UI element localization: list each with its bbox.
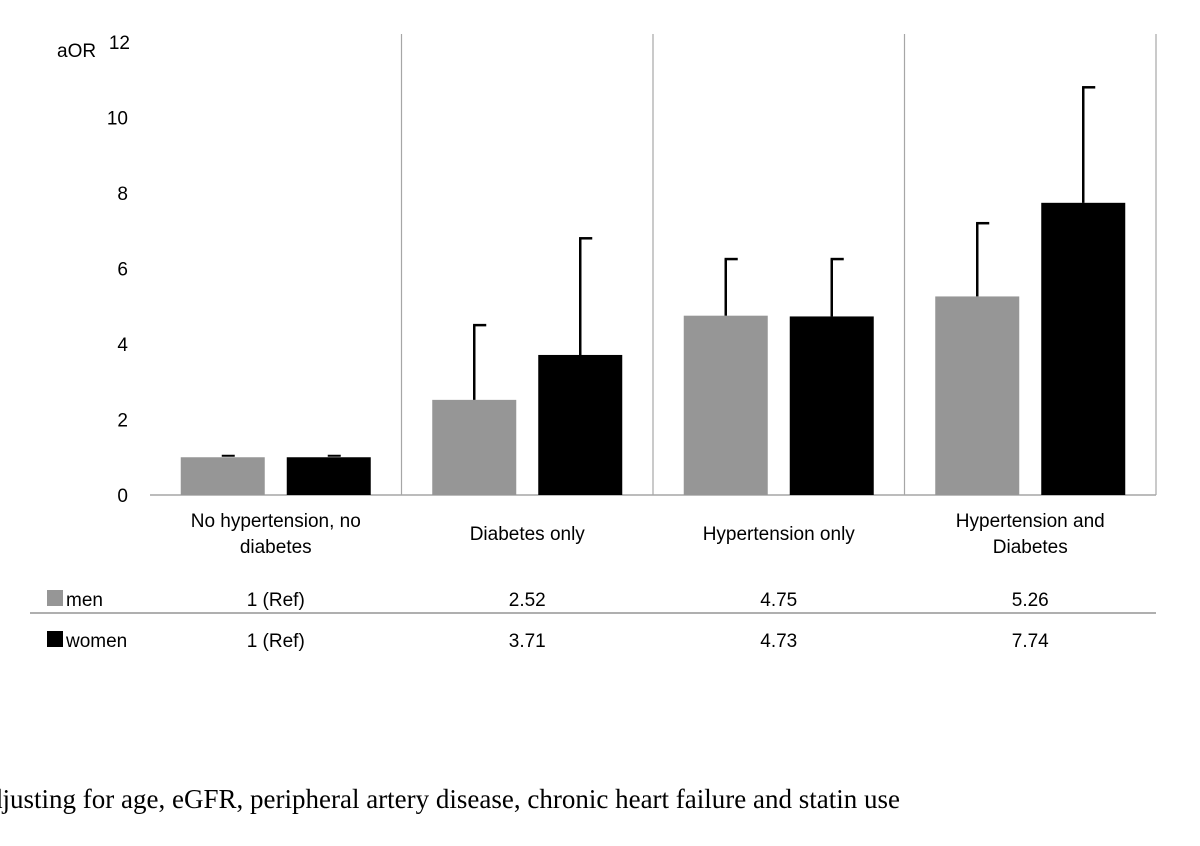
bar-men bbox=[935, 296, 1020, 495]
y-ticks: 0 2 4 6 8 10 12 bbox=[107, 33, 130, 507]
category-label: Diabetes bbox=[993, 537, 1068, 558]
y-tick-label: 10 bbox=[107, 109, 128, 130]
bar-men bbox=[180, 457, 265, 495]
category-dividers bbox=[400, 34, 1157, 495]
data-table: men 1 (Ref) 2.52 4.75 5.26 women 1 (Ref) 3.71 4.… bbox=[47, 590, 1049, 652]
category-label: diabetes bbox=[240, 537, 312, 558]
legend-swatch-men bbox=[47, 590, 63, 606]
error-bars bbox=[221, 86, 1096, 457]
category-label: Hypertension only bbox=[703, 524, 856, 545]
y-tick-label: 2 bbox=[117, 411, 128, 432]
y-tick-label: 6 bbox=[117, 260, 128, 281]
category-label: Hypertension and bbox=[956, 511, 1105, 532]
bar-men bbox=[432, 399, 517, 495]
footnote: *Adjusting for age, eGFR, peripheral art… bbox=[0, 784, 900, 814]
table-cell-men: 1 (Ref) bbox=[247, 590, 305, 611]
y-tick-label: 12 bbox=[109, 33, 130, 54]
bar-women bbox=[789, 316, 874, 495]
bars bbox=[180, 202, 1126, 495]
category-labels: No hypertension, no diabetes Diabetes only… bbox=[191, 511, 1105, 558]
bar-women bbox=[538, 354, 623, 495]
legend-label-women: women bbox=[65, 631, 127, 652]
table-cell-women: 7.74 bbox=[1012, 631, 1049, 652]
bar-women bbox=[286, 457, 371, 495]
table-cell-women: 4.73 bbox=[760, 631, 797, 652]
table-cell-men: 5.26 bbox=[1012, 590, 1049, 611]
bar-women bbox=[1041, 202, 1126, 495]
table-cell-women: 1 (Ref) bbox=[247, 631, 305, 652]
category-label: No hypertension, no bbox=[191, 511, 361, 532]
y-axis-label: aOR bbox=[57, 41, 96, 62]
y-tick-label: 0 bbox=[117, 486, 128, 507]
table-cell-men: 4.75 bbox=[760, 590, 797, 611]
legend-label-men: men bbox=[66, 590, 103, 611]
legend-swatch-women bbox=[47, 631, 63, 647]
category-label: Diabetes only bbox=[470, 524, 586, 545]
table-cell-men: 2.52 bbox=[509, 590, 546, 611]
y-tick-label: 8 bbox=[117, 184, 128, 205]
table-cell-women: 3.71 bbox=[509, 631, 546, 652]
bar-men bbox=[683, 315, 768, 495]
y-tick-label: 4 bbox=[117, 335, 128, 356]
